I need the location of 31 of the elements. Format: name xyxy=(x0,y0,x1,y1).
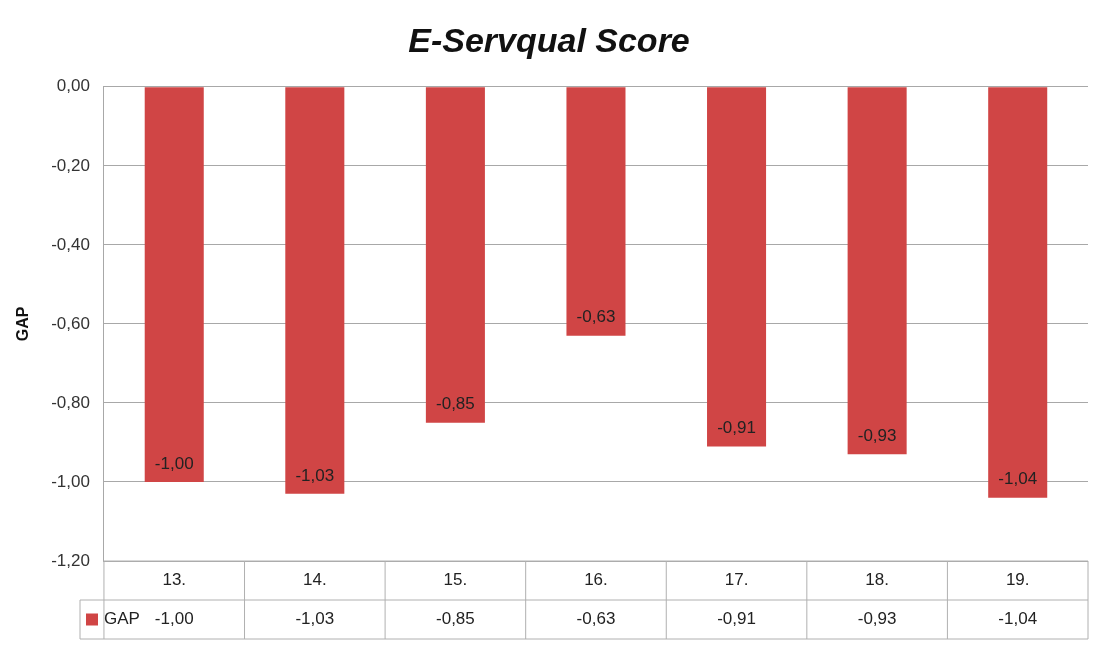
x-tick-label: 15. xyxy=(443,570,468,590)
text: -0,93 xyxy=(857,425,897,445)
x-tick-label: 18. xyxy=(865,570,889,590)
y-tick-label: -0,80 xyxy=(51,392,90,412)
x-tick-label: 13. xyxy=(162,570,187,590)
data-label: -1,04 xyxy=(998,609,1038,629)
data-label: -0,93 xyxy=(857,609,897,629)
text: -1,04 xyxy=(998,469,1038,489)
x-tick-label: 17. xyxy=(724,570,749,590)
data-label: -0,91 xyxy=(717,609,756,629)
y-tick-label: -0,40 xyxy=(51,234,90,254)
text: -0,91 xyxy=(717,418,756,438)
text: -1,00 xyxy=(154,453,194,473)
y-tick-label: -0,20 xyxy=(51,155,90,175)
data-label: -0,85 xyxy=(436,609,475,629)
data-label: -1,03 xyxy=(295,609,335,629)
text: -0,63 xyxy=(576,307,616,327)
data-label: -0,63 xyxy=(576,609,616,629)
y-axis-title: GAP xyxy=(14,306,32,342)
y-tick-label: -0,60 xyxy=(51,313,90,333)
x-tick-label: 14. xyxy=(303,570,327,590)
x-tick-label: 16. xyxy=(584,570,608,590)
data-label: -1,00 xyxy=(154,609,194,629)
y-tick-label: -1,20 xyxy=(51,550,90,570)
y-tick-label: -1,00 xyxy=(51,471,90,491)
x-tick-label: 19. xyxy=(1005,570,1030,590)
text: -0,85 xyxy=(436,394,475,414)
chart-title: E-Servqual Score xyxy=(408,20,690,59)
text: -1,03 xyxy=(295,465,335,485)
legend-label: GAP xyxy=(104,609,140,629)
y-tick-label: 0,00 xyxy=(56,76,90,96)
